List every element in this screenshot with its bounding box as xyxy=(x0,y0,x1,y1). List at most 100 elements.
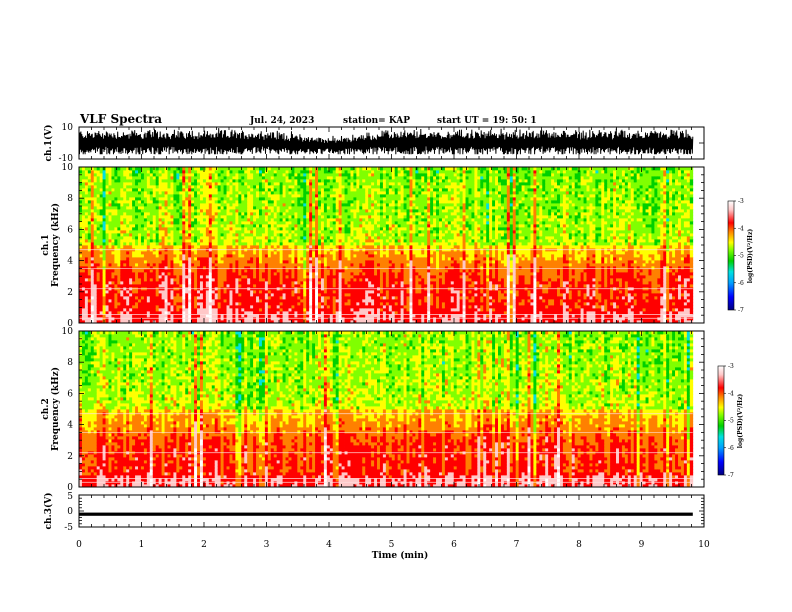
spectrogram-cell xyxy=(102,266,106,270)
spectrogram-cell xyxy=(173,230,177,234)
spectrogram-cell xyxy=(312,281,316,285)
spectrogram-cell xyxy=(114,212,118,216)
spectrogram-cell xyxy=(179,173,183,177)
spectrogram-cell xyxy=(185,215,189,219)
spectrogram-cell xyxy=(288,269,292,273)
spectrogram-cell xyxy=(217,251,222,255)
spectrogram-cell xyxy=(188,218,192,222)
spectrogram-cell xyxy=(96,221,101,225)
spectrogram-cell xyxy=(108,221,112,225)
spectrogram-cell xyxy=(90,269,95,273)
spectrogram-cell xyxy=(244,260,248,264)
spectrogram-cell xyxy=(264,215,269,219)
spectrogram-cell xyxy=(353,272,357,276)
spectrogram-cell xyxy=(188,194,192,198)
spectrogram-cell xyxy=(297,200,301,204)
spectrogram-cell xyxy=(102,245,106,249)
spectrogram-cell xyxy=(223,290,227,294)
spectrogram-cell xyxy=(315,227,319,231)
spectrogram-cell xyxy=(120,173,124,177)
spectrogram-cell xyxy=(123,206,127,210)
spectrogram-cell xyxy=(291,257,295,261)
spectrogram-cell xyxy=(297,269,301,273)
spectrogram-cell xyxy=(332,269,337,273)
spectrogram-cell xyxy=(188,203,192,207)
spectrogram-cell xyxy=(232,281,236,285)
spectrogram-cell xyxy=(114,197,118,201)
spectrogram-cell xyxy=(135,212,139,216)
spectrogram-cell xyxy=(164,203,168,207)
spectrogram-cell xyxy=(326,281,331,285)
spectrogram-cell xyxy=(238,179,242,183)
spectrogram-cell xyxy=(170,197,174,201)
spectrogram-cell xyxy=(306,176,310,180)
spectrogram-cell xyxy=(202,296,207,300)
spectrogram-cell xyxy=(338,203,343,207)
spectrogram-cell xyxy=(341,227,345,231)
spectrogram-cell xyxy=(320,296,325,300)
spectrogram-cell xyxy=(335,284,340,288)
spectrogram-cell xyxy=(191,224,195,228)
spectrogram-cell xyxy=(347,302,351,306)
spectrogram-cell xyxy=(149,173,154,177)
spectrogram-cell xyxy=(332,257,337,261)
spectrogram-cell xyxy=(96,233,101,237)
spectrogram-cell xyxy=(332,188,337,192)
spectrogram-cell xyxy=(300,188,304,192)
spectrogram-cell xyxy=(344,266,348,270)
spectrogram-cell xyxy=(191,206,195,210)
spectrogram-cell xyxy=(149,200,154,204)
spectrogram-cell xyxy=(247,239,251,243)
spectrogram-cell xyxy=(323,185,328,189)
spectrogram-cell xyxy=(96,227,101,231)
spectrogram-cell xyxy=(338,245,343,249)
spectrogram-cell xyxy=(152,206,157,210)
spectrogram-cell xyxy=(256,242,260,246)
spectrogram-cell xyxy=(205,320,210,324)
spectrogram-cell xyxy=(84,221,89,225)
spectrogram-cell xyxy=(202,197,207,201)
spectrogram-cell xyxy=(335,203,340,207)
spectrogram-cell xyxy=(167,302,171,306)
spectrogram-cell xyxy=(241,281,245,285)
spectrogram-cell xyxy=(270,224,275,228)
spectrogram-cell xyxy=(300,218,304,222)
spectrogram-cell xyxy=(208,269,213,273)
spectrogram-cell xyxy=(326,224,331,228)
spectrogram-cell xyxy=(170,182,174,186)
spectrogram-cell xyxy=(229,230,233,234)
spectrogram-cell xyxy=(241,221,245,225)
spectrogram-cell xyxy=(84,227,89,231)
spectrogram-cell xyxy=(350,263,354,267)
spectrogram-cell xyxy=(258,266,263,270)
spectrogram-cell xyxy=(315,299,319,303)
spectrogram-cell xyxy=(211,302,216,306)
spectrogram-cell xyxy=(238,260,242,264)
spectrogram-cell xyxy=(208,206,213,210)
spectrogram-cell xyxy=(182,302,186,306)
spectrogram-cell xyxy=(158,182,163,186)
spectrogram-cell xyxy=(114,281,118,285)
spectrogram-cell xyxy=(138,290,142,294)
spectrogram-cell xyxy=(312,314,316,318)
spectrogram-cell xyxy=(211,176,216,180)
spectrogram-cell xyxy=(217,182,222,186)
spectrogram-cell xyxy=(303,263,307,267)
spectrogram-cell xyxy=(282,314,286,318)
spectrogram-cell xyxy=(338,188,343,192)
spectrogram-cell xyxy=(176,302,180,306)
spectrogram-cell xyxy=(194,266,198,270)
spectrogram-cell xyxy=(294,218,298,222)
spectrogram-cell xyxy=(132,302,136,306)
spectrogram-cell xyxy=(232,233,236,237)
spectrogram-cell xyxy=(188,239,192,243)
spectrogram-cell xyxy=(205,311,210,315)
spectrogram-cell xyxy=(158,308,163,312)
spectrogram-cell xyxy=(214,290,219,294)
spectrogram-cell xyxy=(208,239,213,243)
spectrogram-cell xyxy=(226,212,230,216)
spectrogram-cell xyxy=(270,197,275,201)
spectrogram-cell xyxy=(179,233,183,237)
spectrogram-cell xyxy=(173,278,177,282)
spectrogram-cell xyxy=(244,197,248,201)
